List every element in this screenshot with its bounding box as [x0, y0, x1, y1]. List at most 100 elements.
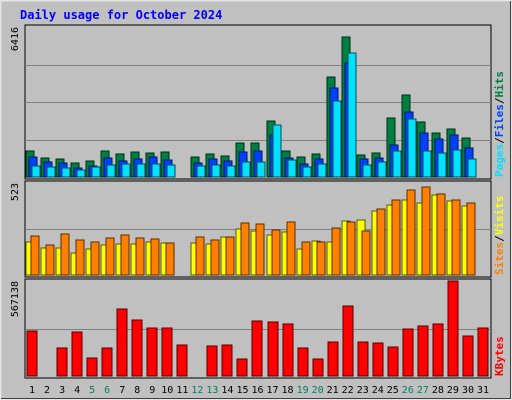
bar-kbytes-day-14: [221, 344, 233, 377]
legend-separator: /: [493, 137, 506, 144]
bar-kbytes-day-9: [146, 327, 158, 377]
legend-kbytes: KBytes: [493, 336, 506, 376]
bar-pages-day-9: [151, 163, 161, 178]
bar-pages-day-13: [211, 164, 221, 178]
bar-kbytes-day-15: [236, 358, 248, 377]
legend-kbytes: KBytes: [493, 336, 506, 376]
x-axis-labels: 1 2 3 4 5 6 7 8 9 10 11 12 13 14 15 16 17 18 19 20 21 22 23 24 2…: [29, 385, 489, 396]
bar-kbytes-day-30: [462, 335, 474, 377]
bar-kbytes-day-8: [131, 319, 143, 377]
bar-sites-day-28: [436, 193, 446, 276]
bar-pages-day-21: [332, 100, 342, 178]
y-max-label: 567138: [10, 281, 21, 317]
x-tick-label: 21: [327, 385, 339, 396]
legend-sites: Sites: [493, 242, 506, 275]
bar-pages-day-15: [241, 161, 251, 178]
bar-sites-day-12: [195, 236, 205, 276]
x-tick-label: 28: [432, 385, 444, 396]
x-tick-label: 17: [267, 385, 279, 396]
bar-sites-day-10: [165, 242, 175, 276]
bar-kbytes-day-19: [297, 347, 309, 377]
bar-pages-day-2: [46, 166, 56, 178]
bar-pages-day-27: [422, 150, 432, 178]
bar-pages-day-10: [166, 164, 176, 178]
x-tick-label: 30: [462, 385, 474, 396]
bar-sites-day-4: [75, 239, 85, 276]
bar-sites-day-29: [451, 199, 461, 276]
x-tick-label: 13: [206, 385, 218, 396]
bar-sites-day-8: [135, 237, 145, 276]
bar-pages-day-26: [407, 118, 417, 178]
bar-sites-day-5: [90, 241, 100, 276]
bar-sites-day-26: [406, 189, 416, 276]
x-tick-label: 2: [44, 385, 50, 396]
bar-pages-day-1: [31, 165, 41, 178]
bar-sites-day-22: [346, 221, 356, 276]
bar-kbytes-day-13: [206, 345, 218, 377]
bar-sites-day-30: [466, 202, 476, 276]
x-tick-label: 24: [372, 385, 384, 396]
bar-pages-day-16: [256, 161, 266, 178]
bar-sites-day-2: [45, 244, 55, 276]
bar-sites-day-18: [286, 221, 296, 276]
bar-sites-day-19: [301, 241, 311, 276]
bar-sites-day-14: [225, 236, 235, 276]
x-tick-label: 25: [387, 385, 399, 396]
x-tick-label: 27: [417, 385, 429, 396]
x-tick-label: 9: [149, 385, 155, 396]
bar-kbytes-day-11: [176, 344, 188, 377]
bar-kbytes-day-25: [387, 346, 399, 377]
bar-pages-day-19: [302, 166, 312, 178]
x-tick-label: 22: [342, 385, 354, 396]
x-tick-label: 14: [221, 385, 233, 396]
bar-kbytes-day-1: [26, 330, 38, 377]
bar-kbytes-day-7: [116, 308, 128, 377]
x-tick-label: 8: [134, 385, 140, 396]
bar-pages-day-29: [452, 149, 462, 178]
bar-kbytes-day-4: [71, 331, 83, 377]
bar-pages-day-7: [121, 163, 131, 178]
bar-kbytes-day-24: [372, 342, 384, 377]
bar-kbytes-day-28: [432, 323, 444, 377]
bar-sites-day-23: [361, 230, 371, 276]
bar-kbytes-day-20: [312, 358, 324, 377]
bar-kbytes-day-31: [477, 327, 489, 377]
legend-pages: Pages: [493, 144, 506, 177]
bar-pages-day-18: [287, 159, 297, 178]
x-tick-label: 18: [282, 385, 294, 396]
x-tick-label: 6: [104, 385, 110, 396]
y-max-label: 523: [10, 183, 21, 201]
bar-kbytes-day-18: [282, 323, 294, 377]
bar-pages-day-8: [136, 163, 146, 178]
bar-pages-day-12: [196, 165, 206, 178]
bar-sites-day-24: [376, 208, 386, 276]
bar-sites-day-16: [255, 223, 265, 276]
bar-pages-day-6: [106, 164, 116, 178]
bar-pages-day-30: [467, 158, 477, 178]
x-tick-label: 23: [357, 385, 369, 396]
bar-kbytes-day-29: [447, 280, 459, 377]
bar-sites-day-9: [150, 238, 160, 276]
panel-visits-sites: 523 Sites/Visits: [10, 180, 506, 278]
bar-sites-day-7: [120, 234, 130, 276]
bar-pages-day-3: [61, 167, 71, 178]
x-tick-label: 1: [29, 385, 35, 396]
x-tick-label: 5: [89, 385, 95, 396]
x-tick-label: 16: [251, 385, 263, 396]
x-tick-label: 11: [176, 385, 188, 396]
legend-hits: Hits: [493, 71, 506, 98]
bar-kbytes-day-27: [417, 325, 429, 377]
bar-kbytes-day-21: [327, 341, 339, 377]
chart-title: Daily usage for October 2024: [20, 8, 222, 22]
x-tick-label: 15: [236, 385, 248, 396]
x-tick-label: 29: [447, 385, 459, 396]
x-tick-label: 10: [161, 385, 173, 396]
bar-sites-day-17: [271, 229, 281, 276]
bar-pages-day-22: [347, 52, 357, 178]
x-tick-label: 31: [477, 385, 489, 396]
bar-sites-day-1: [30, 235, 40, 276]
bar-sites-day-27: [421, 186, 431, 276]
bar-kbytes-day-26: [402, 328, 414, 377]
